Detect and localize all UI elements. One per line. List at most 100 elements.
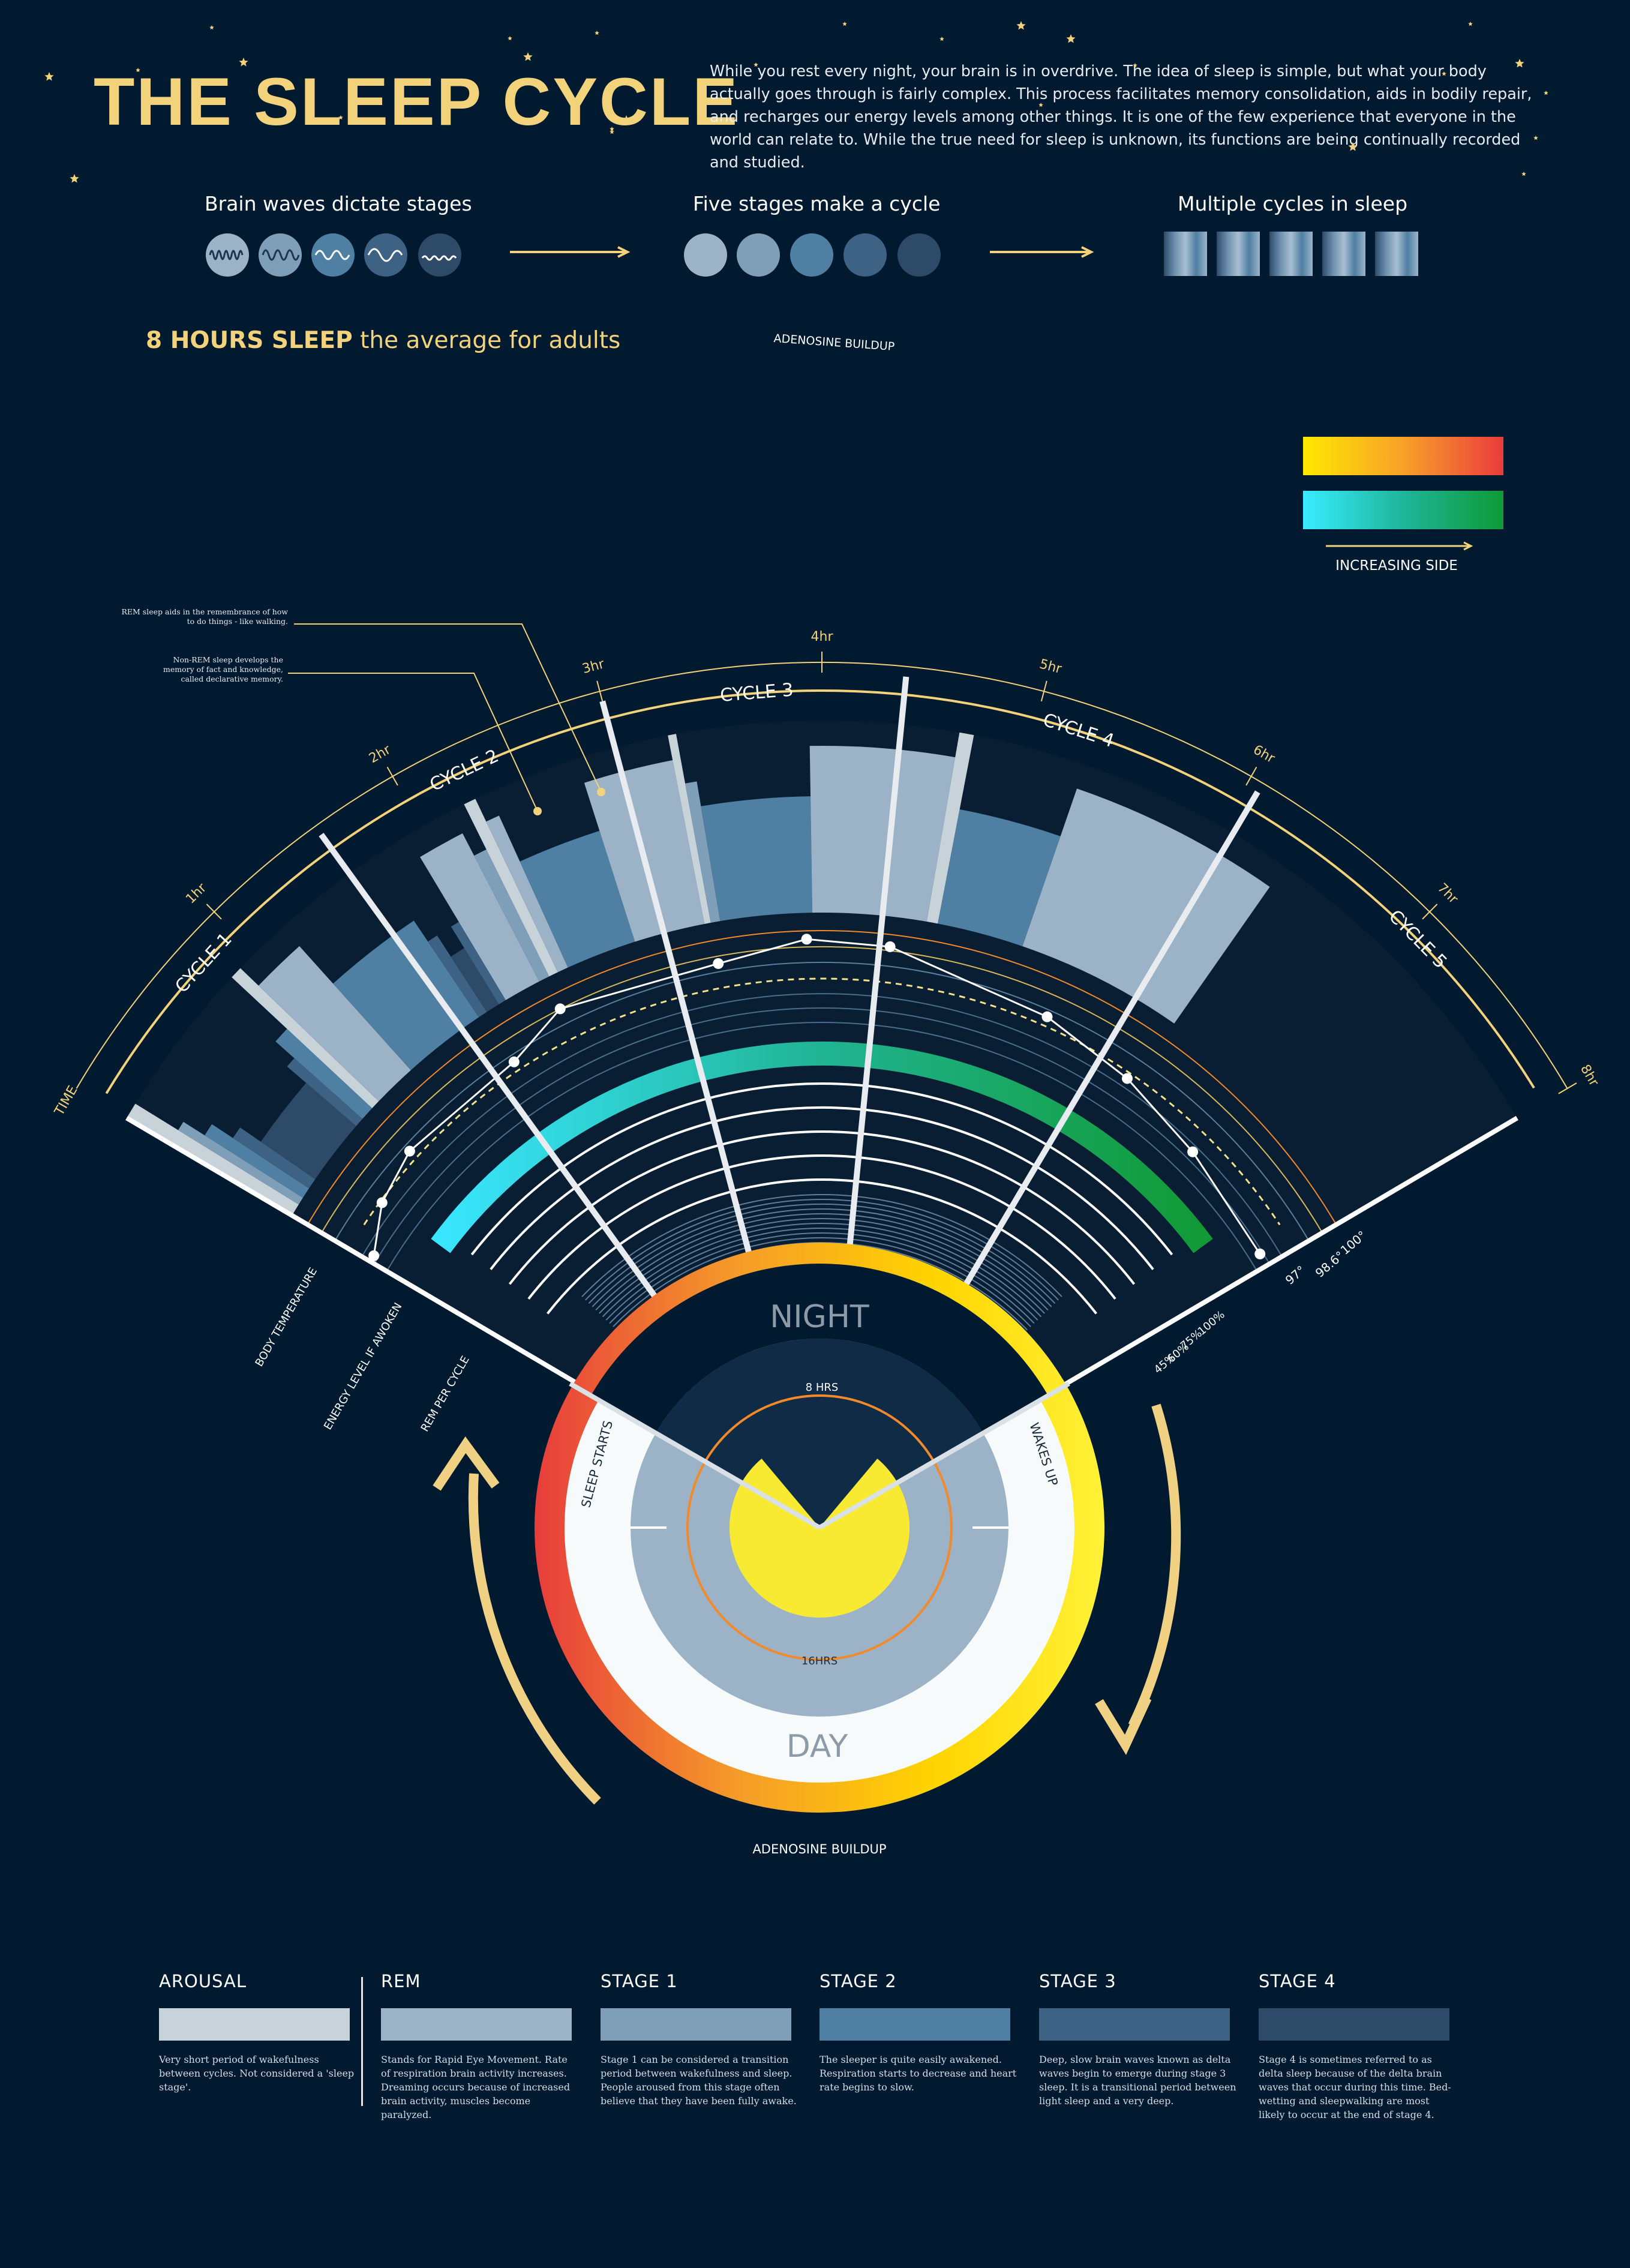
energy-level-label: ENERGY LEVEL IF AWOKEN [322, 1301, 405, 1432]
body-temperature-point [508, 1056, 520, 1067]
adenosine-buildup-top: ADENOSINE BUILDUP [773, 332, 895, 353]
increasing-arrow-icon [1463, 541, 1473, 551]
cycle-label: CYCLE 4 [1040, 709, 1116, 752]
rem-note: REM sleep aids in the remembrance of how… [121, 607, 288, 626]
legend-description: Deep, slow brain waves known as delta wa… [1039, 2054, 1236, 2107]
temperature-dashed-ring [363, 977, 1281, 1226]
time-tick-label: 8hr [1577, 1062, 1602, 1089]
body-temperature-point [1041, 1011, 1053, 1022]
hypnogram-segment-arousal [464, 799, 558, 977]
hypnogram-segment-rem [1022, 788, 1270, 1024]
hours-bold: 8 HOURS SLEEP [146, 327, 353, 354]
hypnogram-segment-stage1 [474, 849, 550, 982]
legend-separator [361, 1977, 363, 2106]
legend-stage3: STAGE 3 Deep, slow brain waves known as … [1039, 1971, 1237, 2108]
cycle-arrow-right [1128, 1403, 1181, 1728]
rem-fine-ring [595, 1213, 1049, 1311]
temperature-guide-ring [321, 946, 1323, 1234]
hypnogram-segment-stage3 [428, 935, 487, 1018]
night-label: NIGHT [770, 1299, 869, 1335]
clock-divider [818, 1381, 1070, 1530]
time-tick-label: 5hr [1038, 656, 1064, 677]
legend-stage1: STAGE 1 Stage 1 can be considered a tran… [601, 1971, 799, 2108]
body-temperature-point [554, 1003, 566, 1015]
legend-description: Stage 1 can be considered a transition p… [601, 2054, 797, 2107]
hypnogram-segment-arousal [232, 968, 379, 1109]
day-night-clock [535, 1243, 1104, 1813]
body-temperature-point [1187, 1146, 1199, 1157]
sun-night-cut [758, 1431, 881, 1528]
legend-title: REM [381, 1971, 421, 1991]
legend-swatch [819, 2008, 1010, 2041]
hypnogram-segment-stage1 [178, 1121, 303, 1205]
page-title: THE SLEEP CYCLE [94, 64, 740, 139]
cycle-arc [105, 689, 1535, 1094]
legend-description: Stage 4 is sometimes referred to as delt… [1259, 2054, 1451, 2120]
day-hours-label: 16HRS [802, 1655, 837, 1667]
night-hours-label: 8 HRS [806, 1381, 839, 1394]
hypnogram-segment-rem [486, 815, 568, 973]
stage-circle-icons [684, 233, 941, 277]
hours-rest: the average for adults [352, 327, 621, 354]
time-tick [1245, 766, 1257, 786]
legend-description: Stands for Rapid Eye Movement. Rate of r… [381, 2054, 571, 2120]
legend-title: AROUSAL [159, 1971, 247, 1991]
time-tick [1422, 904, 1438, 920]
arrow-down-icon [1095, 1696, 1152, 1755]
body-temperature-point [404, 1145, 415, 1157]
annotation-notes: REM sleep aids in the remembrance of how… [121, 607, 605, 815]
star-icon [1016, 21, 1026, 30]
body-temperature-point [1121, 1073, 1133, 1084]
hypnogram-segment-rem [420, 833, 539, 1000]
hypnogram-segment-rem [258, 946, 411, 1102]
temperature-inner-ring [361, 993, 1283, 1257]
temp-label-97: 97° [1283, 1263, 1308, 1288]
cycle-bar-icons [1164, 232, 1418, 276]
temp-label-98: 98.6° [1313, 1248, 1347, 1280]
time-tick-label: 2hr [367, 742, 394, 767]
day-label: DAY [787, 1729, 848, 1765]
star-icon [1038, 103, 1043, 107]
five-stages-heading: Five stages make a cycle [693, 192, 941, 215]
intro-paragraph: While you rest every night, your brain i… [710, 62, 1532, 172]
star-icon [622, 115, 631, 124]
star-icon [70, 174, 79, 183]
body-temperature-line [373, 938, 1261, 1256]
hypnogram-segment-stage2 [275, 1028, 373, 1119]
legend-description: The sleeper is quite easily awakened. Re… [819, 2054, 1017, 2093]
rem-fine-ring [581, 1193, 1062, 1297]
time-tick-label: 7hr [1434, 881, 1461, 907]
fan-edge [1053, 1115, 1518, 1393]
time-tick [1558, 1082, 1577, 1094]
star-icon [1442, 71, 1446, 76]
star-icon [508, 36, 512, 41]
rem-fine-ring [592, 1208, 1052, 1307]
nonrem-note: Non-REM sleep develops the memory of fac… [163, 655, 283, 683]
brain-wave-icon-5 [418, 233, 461, 277]
time-tick-label: 4hr [811, 629, 834, 644]
legend-stage2: STAGE 2 The sleeper is quite easily awak… [819, 1971, 1017, 2094]
star-icon [1544, 91, 1548, 95]
body-temperature-point [1254, 1248, 1266, 1259]
hypnogram-segment-stage3 [287, 1058, 363, 1126]
brain-wave-icons [206, 233, 461, 277]
arrow-icon [990, 246, 1094, 258]
time-tick [1040, 680, 1047, 702]
fan-edge [125, 1115, 591, 1393]
temperature-inner-ring [386, 1022, 1258, 1272]
hypnogram-segment-stage2 [520, 830, 635, 968]
star-icon [1468, 22, 1473, 26]
hours-average-line: 8 HOURS SLEEP the average for adults [146, 327, 620, 354]
rem-fine-ring [599, 1217, 1045, 1314]
time-tick-label: 3hr [581, 656, 607, 677]
star-icon [1133, 63, 1137, 68]
cycle-label: CYCLE 3 [719, 680, 794, 706]
legend-swatch [1039, 2008, 1230, 2041]
hypnogram-segment-stage2 [205, 1124, 310, 1198]
hypnogram-segment-stage3 [233, 1127, 316, 1189]
star-icon [595, 31, 599, 35]
body-temperature-point [801, 934, 812, 945]
brain-waves-heading: Brain waves dictate stages [205, 192, 472, 215]
